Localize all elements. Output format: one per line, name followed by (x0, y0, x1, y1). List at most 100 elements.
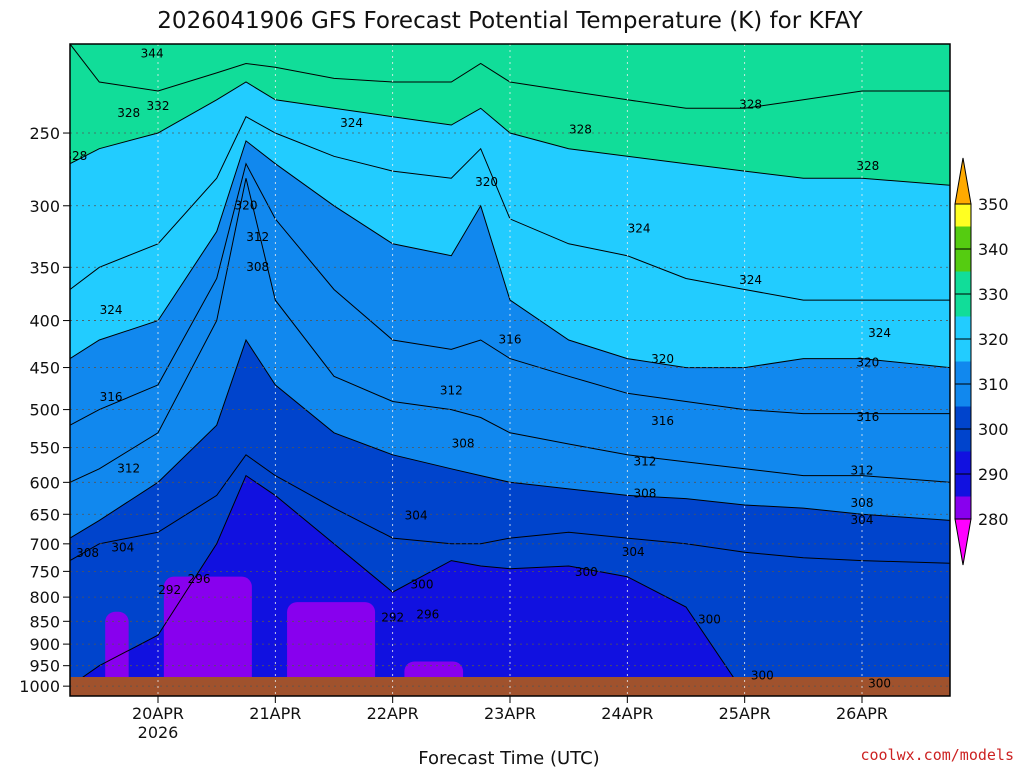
contour-label: 320 (651, 352, 674, 366)
colorbar-segment (955, 451, 971, 474)
contour-label: 324 (100, 303, 123, 317)
contour-label: 316 (100, 390, 123, 404)
y-tick-label: 350 (29, 258, 60, 277)
contour-label: 292 (158, 583, 181, 597)
contour-label: 296 (188, 572, 211, 586)
x-tick-label: 23APR (484, 704, 536, 723)
y-tick-label: 800 (29, 588, 60, 607)
contour-label: 312 (633, 454, 656, 468)
y-tick-label: 850 (29, 612, 60, 631)
y-tick-label: 950 (29, 657, 60, 676)
colorbar-label: 290 (978, 465, 1009, 484)
contour-label: 324 (868, 326, 891, 340)
x-tick-label: 22APR (367, 704, 419, 723)
contour-label: 300 (698, 612, 721, 626)
contour-labels: 344 328 332 328 324 328 328 328 320 320 312 308 324 3… (64, 46, 891, 691)
contour-label: 328 (64, 149, 87, 163)
contour-label: 312 (851, 463, 874, 477)
y-tick-label: 650 (29, 505, 60, 524)
isentrope-308 (70, 338, 950, 539)
contour-label: 300 (868, 677, 891, 691)
contour-label: 304 (405, 509, 428, 523)
x-tick-sublabel: 2026 (138, 723, 179, 742)
theta-bands (70, 44, 950, 696)
contour-label: 324 (628, 222, 651, 236)
contour-label: 344 (141, 46, 164, 60)
contour-label: 328 (856, 159, 879, 173)
x-tick-label: 20APR (132, 704, 184, 723)
y-tick-label: 600 (29, 473, 60, 492)
contour-label: 300 (751, 669, 774, 683)
isentrope-328 (70, 81, 950, 186)
x-axis-label: Forecast Time (UTC) (418, 748, 599, 768)
contour-label: 324 (739, 273, 762, 287)
colorbar-segment (955, 361, 971, 384)
contour-label: 316 (856, 410, 879, 424)
colorbar-max-arrow (954, 157, 972, 205)
y-axis: 250 300 350 400 450 500 550 600 650 700 750 800 850 9… (19, 124, 70, 696)
isentrope-316 (70, 162, 950, 426)
y-tick-label: 400 (29, 312, 60, 331)
y-tick-label: 750 (29, 562, 60, 581)
y-tick-label: 300 (29, 197, 60, 216)
colorbar-label: 300 (978, 420, 1009, 439)
isentrope-324 (70, 116, 950, 301)
colorbar-min-arrow (954, 518, 972, 566)
colorbar-segment (955, 406, 971, 429)
isentrope-332 (70, 44, 950, 109)
colorbar-label: 350 (978, 195, 1009, 214)
colorbar-label: 340 (978, 240, 1009, 259)
contour-label: 308 (633, 487, 656, 501)
colorbar-segment (955, 294, 971, 317)
contour-label: 300 (411, 577, 434, 591)
colorbar-segment (955, 474, 971, 497)
y-tick-label: 550 (29, 439, 60, 458)
isentrope-320 (70, 140, 950, 369)
colorbar-segment (955, 339, 971, 362)
colorbar-segment (955, 316, 971, 339)
colorbar-label: 330 (978, 285, 1009, 304)
y-tick-label: 700 (29, 535, 60, 554)
contour-label: 296 (416, 608, 439, 622)
x-tick-label: 24APR (601, 704, 653, 723)
contour-label: 308 (246, 260, 269, 274)
contour-label: 304 (111, 540, 134, 554)
colorbar-label: 280 (978, 510, 1009, 529)
colorbar-segment (955, 384, 971, 407)
contour-label: 316 (651, 414, 674, 428)
y-tick-label: 450 (29, 359, 60, 378)
contour-label: 332 (147, 99, 170, 113)
colorbar-label: 320 (978, 330, 1009, 349)
y-tick-label: 900 (29, 635, 60, 654)
contour-label: 312 (246, 230, 269, 244)
contour-label: 304 (851, 513, 874, 527)
colorbar: 280 290 300 310 320 330 340 350 (954, 157, 1009, 566)
colorbar-label: 310 (978, 375, 1009, 394)
colorbar-segment (955, 496, 971, 519)
cold-pool-2 (287, 602, 376, 691)
contour-label: 304 (622, 545, 645, 559)
colorbar-segment (955, 226, 971, 249)
contour-label: 328 (739, 97, 762, 111)
contour-label: 328 (117, 106, 140, 120)
contour-label: 320 (235, 198, 258, 212)
colorbar-segment (955, 429, 971, 452)
colorbar-segment (955, 249, 971, 272)
y-tick-label: 500 (29, 401, 60, 420)
y-tick-label: 250 (29, 124, 60, 143)
contour-label: 320 (856, 356, 879, 370)
cold-pool-0 (105, 611, 129, 691)
contour-label: 316 (499, 333, 522, 347)
credit-link[interactable]: coolwx.com/models (860, 746, 1014, 764)
contour-label: 328 (569, 122, 592, 136)
grid-lines (70, 44, 950, 696)
contour-label: 312 (117, 461, 140, 475)
colorbar-segment (955, 204, 971, 227)
contour-label: 312 (440, 383, 463, 397)
chart-title: 2026041906 GFS Forecast Potential Temper… (157, 8, 863, 34)
contour-label: 308 (452, 436, 475, 450)
contour-label: 308 (851, 496, 874, 510)
x-tick-label: 25APR (719, 704, 771, 723)
